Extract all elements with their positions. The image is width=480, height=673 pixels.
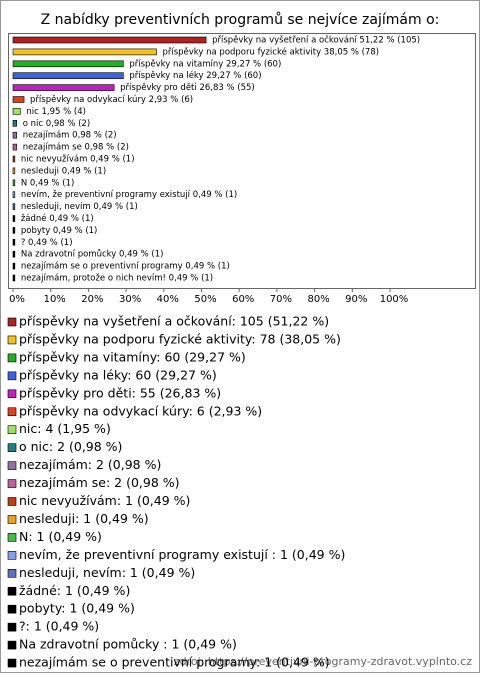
value-label: příspěvky na vyšetření a očkování 51,22 … bbox=[212, 35, 420, 46]
value-label: pobyty 0,49 % (1) bbox=[21, 226, 98, 236]
legend-swatch bbox=[7, 317, 17, 327]
legend-swatch bbox=[7, 425, 17, 435]
legend-label: nezajímám: 2 (0,98 %) bbox=[19, 457, 161, 472]
value-label: ? 0,49 % (1) bbox=[21, 238, 73, 248]
value-label: nezajímám, protože o nich nevím! 0,49 % … bbox=[21, 274, 213, 284]
bar bbox=[12, 262, 16, 270]
bar bbox=[12, 179, 16, 187]
legend-swatch bbox=[7, 658, 17, 668]
legend-label: nesleduji: 1 (0,49 %) bbox=[19, 511, 149, 526]
legend-swatch bbox=[7, 568, 17, 578]
legend-swatch bbox=[7, 533, 17, 542]
x-tick-label: 40% bbox=[157, 294, 179, 305]
legend-swatch bbox=[7, 407, 17, 417]
bar bbox=[12, 155, 16, 163]
chart-title: Z nabídky preventivních programů se nejv… bbox=[41, 12, 440, 28]
bar bbox=[12, 84, 115, 91]
value-label: nic 1,95 % (4) bbox=[26, 107, 86, 117]
legend-swatch bbox=[7, 353, 17, 363]
legend-label: N: 1 (0,49 %) bbox=[19, 529, 102, 544]
x-tick-label: 70% bbox=[270, 294, 292, 305]
x-tick-label: 80% bbox=[307, 294, 329, 305]
bar bbox=[12, 120, 17, 127]
x-tick-label: 90% bbox=[345, 294, 367, 305]
legend-swatch bbox=[7, 389, 17, 399]
source: zdroj: https://preventivni-programy-zdra… bbox=[174, 655, 472, 668]
x-tick-label: 30% bbox=[119, 294, 141, 305]
legend-label: příspěvky pro děti: 55 (26,83 %) bbox=[19, 385, 221, 400]
legend-label: ?: 1 (0,49 %) bbox=[19, 619, 99, 634]
legend-label: nesleduji, nevím: 1 (0,49 %) bbox=[19, 565, 195, 580]
legend-swatch bbox=[7, 622, 17, 632]
bar bbox=[12, 274, 16, 282]
x-tick-label: 50% bbox=[194, 294, 216, 305]
value-label: nevím, že preventivní programy existují … bbox=[21, 190, 237, 200]
legend-label: příspěvky na vyšetření a očkování: 105 (… bbox=[19, 314, 329, 329]
value-label: příspěvky na podporu fyzické aktivity 38… bbox=[162, 46, 379, 57]
value-label: žádné 0,49 % (1) bbox=[21, 213, 94, 224]
bar bbox=[12, 60, 124, 68]
value-label: příspěvky na odvykací kúry 2,93 % (6) bbox=[30, 95, 193, 105]
bar bbox=[12, 191, 16, 198]
legend-swatch bbox=[7, 640, 17, 650]
bar bbox=[12, 215, 16, 222]
value-label: o nic 0,98 % (2) bbox=[23, 119, 90, 129]
value-label: nezajímám se o preventivní programy 0,49… bbox=[21, 262, 230, 272]
legend-label: nevím, že preventivní programy existují … bbox=[19, 547, 345, 562]
bar bbox=[12, 227, 16, 234]
legend-label: nic: 4 (1,95 %) bbox=[19, 421, 111, 436]
value-label: příspěvky pro děti 26,83 % (55) bbox=[120, 83, 255, 93]
legend-swatch bbox=[7, 497, 17, 506]
x-tick-label: 10% bbox=[44, 294, 66, 305]
legend-swatch bbox=[7, 586, 17, 596]
plot-frame bbox=[8, 33, 476, 289]
legend-label: nic nevyužívám: 1 (0,49 %) bbox=[19, 493, 190, 508]
value-label: nezajímám se 0,98 % (2) bbox=[23, 143, 129, 153]
bar bbox=[12, 250, 16, 258]
bar bbox=[12, 96, 25, 103]
legend-label: Na zdravotní pomůcky : 1 (0,49 %) bbox=[19, 637, 237, 652]
value-label: nic nevyužívám 0,49 % (1) bbox=[21, 155, 135, 165]
legend-label: žádné: 1 (0,49 %) bbox=[19, 583, 130, 598]
legend-label: příspěvky na podporu fyzické aktivity: 7… bbox=[19, 331, 341, 346]
legend-label: příspěvky na léky: 60 (29,27 %) bbox=[19, 367, 217, 382]
legend-swatch bbox=[7, 461, 17, 470]
bar bbox=[12, 167, 16, 175]
x-tick-label: 20% bbox=[81, 294, 103, 305]
bar bbox=[12, 48, 157, 56]
bar bbox=[12, 72, 124, 79]
legend-label: příspěvky na odvykací kúry: 6 (2,93 %) bbox=[19, 403, 262, 418]
x-tick-label: 100% bbox=[380, 294, 409, 305]
value-label: N 0,49 % (1) bbox=[21, 178, 75, 188]
bar bbox=[12, 239, 16, 246]
legend-swatch bbox=[7, 443, 17, 452]
legend-label: nezajímám se o preventivní programy: 1 (… bbox=[19, 655, 330, 670]
bar bbox=[12, 108, 21, 115]
bar bbox=[12, 36, 207, 44]
legend-swatch bbox=[7, 604, 17, 614]
value-label: nezajímám 0,98 % (2) bbox=[23, 131, 117, 141]
bar bbox=[12, 203, 16, 210]
value-label: Na zdravotní pomůcky 0,49 % (1) bbox=[21, 249, 164, 260]
legend-swatch bbox=[7, 335, 17, 345]
legend-swatch bbox=[7, 515, 17, 524]
value-label: nesleduji, nevím 0,49 % (1) bbox=[21, 202, 138, 212]
legend-label: nezajímám se: 2 (0,98 %) bbox=[19, 475, 180, 490]
bar bbox=[12, 143, 17, 151]
legend-label: o nic: 2 (0,98 %) bbox=[19, 439, 122, 454]
legend-label: pobyty: 1 (0,49 %) bbox=[19, 601, 135, 616]
legend-swatch bbox=[7, 371, 17, 381]
x-tick-label: 60% bbox=[232, 294, 254, 305]
legend-swatch bbox=[7, 551, 17, 560]
legend-label: příspěvky na vitamíny: 60 (29,27 %) bbox=[19, 349, 246, 364]
value-label: příspěvky na vitamíny 29,27 % (60) bbox=[129, 59, 281, 69]
x-tick-label: 0% bbox=[9, 294, 25, 305]
legend-swatch bbox=[7, 479, 17, 488]
value-label: příspěvky na léky 29,27 % (60) bbox=[129, 70, 261, 81]
bar bbox=[12, 131, 17, 139]
value-label: nesleduji 0,49 % (1) bbox=[21, 166, 106, 176]
